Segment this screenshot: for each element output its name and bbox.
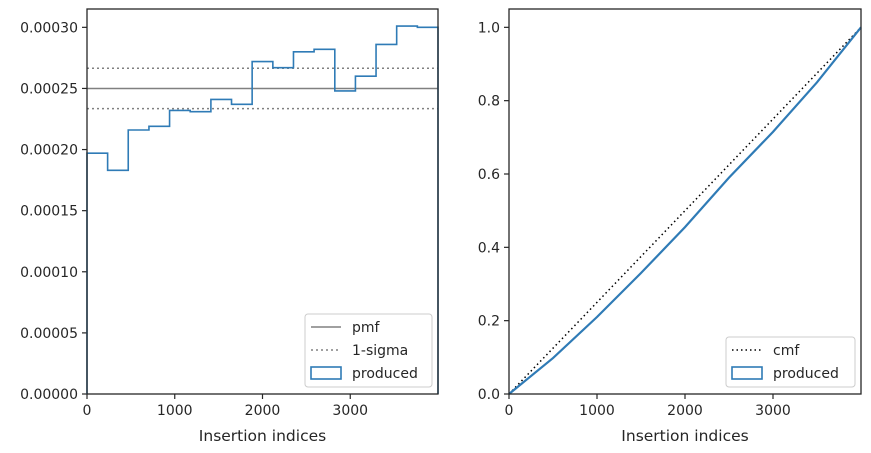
y-tick-label: 0.00010 [20,265,78,281]
legend-label-1-sigma: 1-sigma [352,343,408,359]
cmf-series-line [508,26,862,395]
legend-box [304,313,433,388]
x-tick-label: 1000 [579,403,615,419]
y-tick-label: 0.00005 [20,326,78,342]
y-tick-label: 0.00030 [20,20,78,36]
produced-histogram-step [86,25,439,394]
x-tick-label: 3000 [755,403,791,419]
y-tick-label: 1.0 [478,20,500,36]
axes-frame [508,8,862,395]
legend: cmf produced [725,336,856,388]
y-tick-label: 0.8 [478,94,500,110]
produced-series-line [508,26,862,395]
y-tick-label: 0.00025 [20,81,78,97]
x-tick-label: 3000 [332,403,368,419]
x-tick-label: 0 [83,403,92,419]
x-tick-label: 0 [505,403,514,419]
legend-label-pmf: pmf [352,320,381,336]
right-panel-cumulative: 0 1000 2000 3000 0.0 0.2 0.4 0.6 0.8 1.0 Insertion… [478,8,862,445]
left-panel-histogram: 0 1000 2000 3000 0.00000 0.00005 0.00010 0.0001… [20,8,439,445]
x-tick-label: 2000 [245,403,281,419]
x-axis-label: Insertion indices [621,427,748,445]
legend-label-produced: produced [352,366,418,382]
y-tick-label: 0.0 [478,387,500,403]
x-tick-label: 2000 [667,403,703,419]
legend-label-produced: produced [773,366,839,382]
y-tick-label: 0.00015 [20,204,78,220]
legend-box [725,336,856,388]
legend-swatch-produced [731,366,763,380]
legend: pmf 1-sigma produced [304,313,433,388]
legend-swatch-produced [310,366,342,380]
y-tick-label: 0.4 [478,240,500,256]
y-tick-label: 0.00020 [20,143,78,159]
x-tick-label: 1000 [157,403,193,419]
legend-label-cmf: cmf [773,343,800,359]
x-axis-label: Insertion indices [199,427,326,445]
y-tick-label: 0.00000 [20,387,78,403]
y-tick-label: 0.2 [478,314,500,330]
y-tick-label: 0.6 [478,167,500,183]
axes-frame [86,8,439,395]
